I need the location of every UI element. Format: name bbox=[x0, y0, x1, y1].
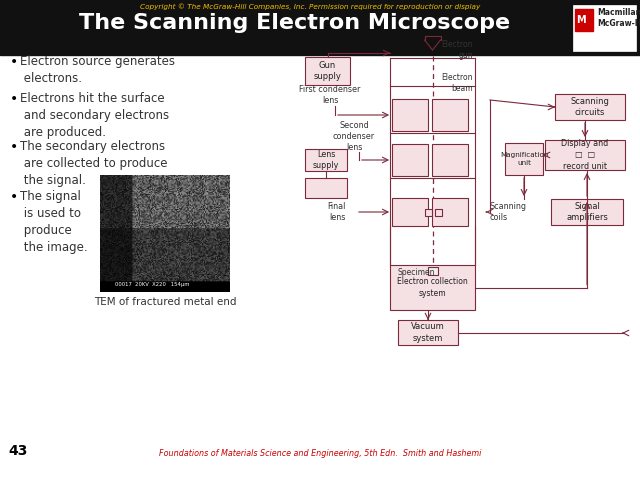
Text: 00017  20KV  X220   154μm: 00017 20KV X220 154μm bbox=[115, 282, 189, 287]
Text: Scanning
coils: Scanning coils bbox=[490, 202, 527, 222]
Bar bbox=[305, 149, 347, 171]
Text: The secondary electrons
 are collected to produce
 the signal.: The secondary electrons are collected to… bbox=[20, 140, 168, 187]
Bar bbox=[428, 267, 438, 275]
Text: Electron
beam: Electron beam bbox=[442, 73, 473, 93]
Text: The signal
 is used to
 produce
 the image.: The signal is used to produce the image. bbox=[20, 190, 88, 254]
Text: Macmillan
McGraw-Hill: Macmillan McGraw-Hill bbox=[597, 8, 640, 28]
Text: Vacuum
system: Vacuum system bbox=[411, 323, 445, 343]
Bar bbox=[390, 265, 475, 310]
Bar bbox=[575, 9, 593, 31]
Bar bbox=[545, 140, 625, 170]
Text: Scanning
circuits: Scanning circuits bbox=[571, 97, 609, 117]
Bar bbox=[435, 208, 442, 216]
Bar bbox=[398, 320, 458, 345]
Bar bbox=[305, 178, 347, 198]
Bar bbox=[551, 199, 623, 225]
Bar bbox=[555, 94, 625, 120]
Text: Gun
supply: Gun supply bbox=[314, 61, 341, 81]
Text: Electron
gun: Electron gun bbox=[442, 40, 473, 60]
Bar bbox=[432, 144, 468, 176]
Text: •: • bbox=[10, 190, 19, 204]
Bar bbox=[392, 144, 428, 176]
Text: First condenser
lens: First condenser lens bbox=[300, 85, 361, 105]
Text: 43: 43 bbox=[8, 444, 28, 458]
Text: Signal
amplifiers: Signal amplifiers bbox=[566, 202, 608, 222]
Text: •: • bbox=[10, 140, 19, 154]
Text: M: M bbox=[576, 15, 586, 25]
Text: Electron source generates
 electrons.: Electron source generates electrons. bbox=[20, 55, 175, 85]
Text: Specimen: Specimen bbox=[398, 268, 435, 277]
Text: TEM of fractured metal end: TEM of fractured metal end bbox=[93, 297, 236, 307]
Bar bbox=[424, 208, 431, 216]
Bar bbox=[392, 198, 428, 226]
Text: Lens
supply: Lens supply bbox=[313, 150, 339, 170]
Text: Copyright © The McGraw-Hill Companies, Inc. Permission required for reproduction: Copyright © The McGraw-Hill Companies, I… bbox=[140, 3, 480, 10]
Bar bbox=[505, 143, 543, 175]
Text: Second
condenser
lens: Second condenser lens bbox=[333, 121, 375, 152]
Bar bbox=[432, 99, 468, 131]
Text: •: • bbox=[10, 55, 19, 69]
Text: Electrons hit the surface
 and secondary electrons
 are produced.: Electrons hit the surface and secondary … bbox=[20, 92, 169, 139]
Bar bbox=[0, 55, 640, 465]
Text: Foundations of Materials Science and Engineering, 5th Edn.  Smith and Hashemi: Foundations of Materials Science and Eng… bbox=[159, 449, 481, 458]
Text: •: • bbox=[10, 92, 19, 106]
Bar bbox=[0, 0, 640, 55]
Text: The Scanning Electron Microscope: The Scanning Electron Microscope bbox=[79, 13, 511, 33]
Bar bbox=[305, 57, 350, 85]
Text: Electron collection
system: Electron collection system bbox=[397, 277, 468, 298]
Bar bbox=[432, 198, 468, 226]
Text: Magnification
unit: Magnification unit bbox=[500, 152, 548, 166]
Bar bbox=[573, 5, 636, 51]
Text: Final
lens: Final lens bbox=[328, 202, 346, 222]
Text: Display and
□  □
record unit: Display and □ □ record unit bbox=[561, 139, 609, 170]
Bar bbox=[392, 99, 428, 131]
